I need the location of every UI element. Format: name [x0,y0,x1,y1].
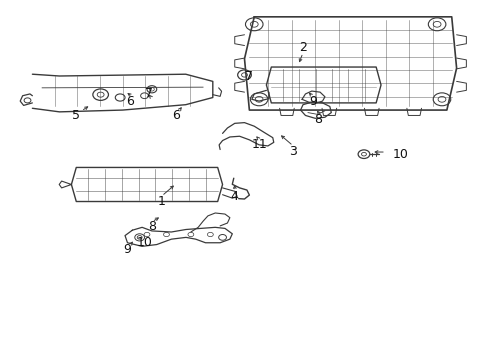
Text: 8: 8 [147,220,156,233]
Text: 2: 2 [299,41,306,54]
Text: 6: 6 [126,95,134,108]
Text: 9: 9 [123,243,131,256]
Text: 8: 8 [313,113,321,126]
Text: 7: 7 [245,69,253,82]
Text: 9: 9 [308,95,316,108]
Text: 1: 1 [157,195,165,208]
Text: 5: 5 [72,109,80,122]
Text: 7: 7 [145,87,153,100]
Text: 10: 10 [136,236,152,249]
Text: 3: 3 [289,145,297,158]
Text: 11: 11 [251,138,266,150]
Text: 6: 6 [172,109,180,122]
Text: 10: 10 [392,148,407,161]
Text: 4: 4 [230,190,238,203]
